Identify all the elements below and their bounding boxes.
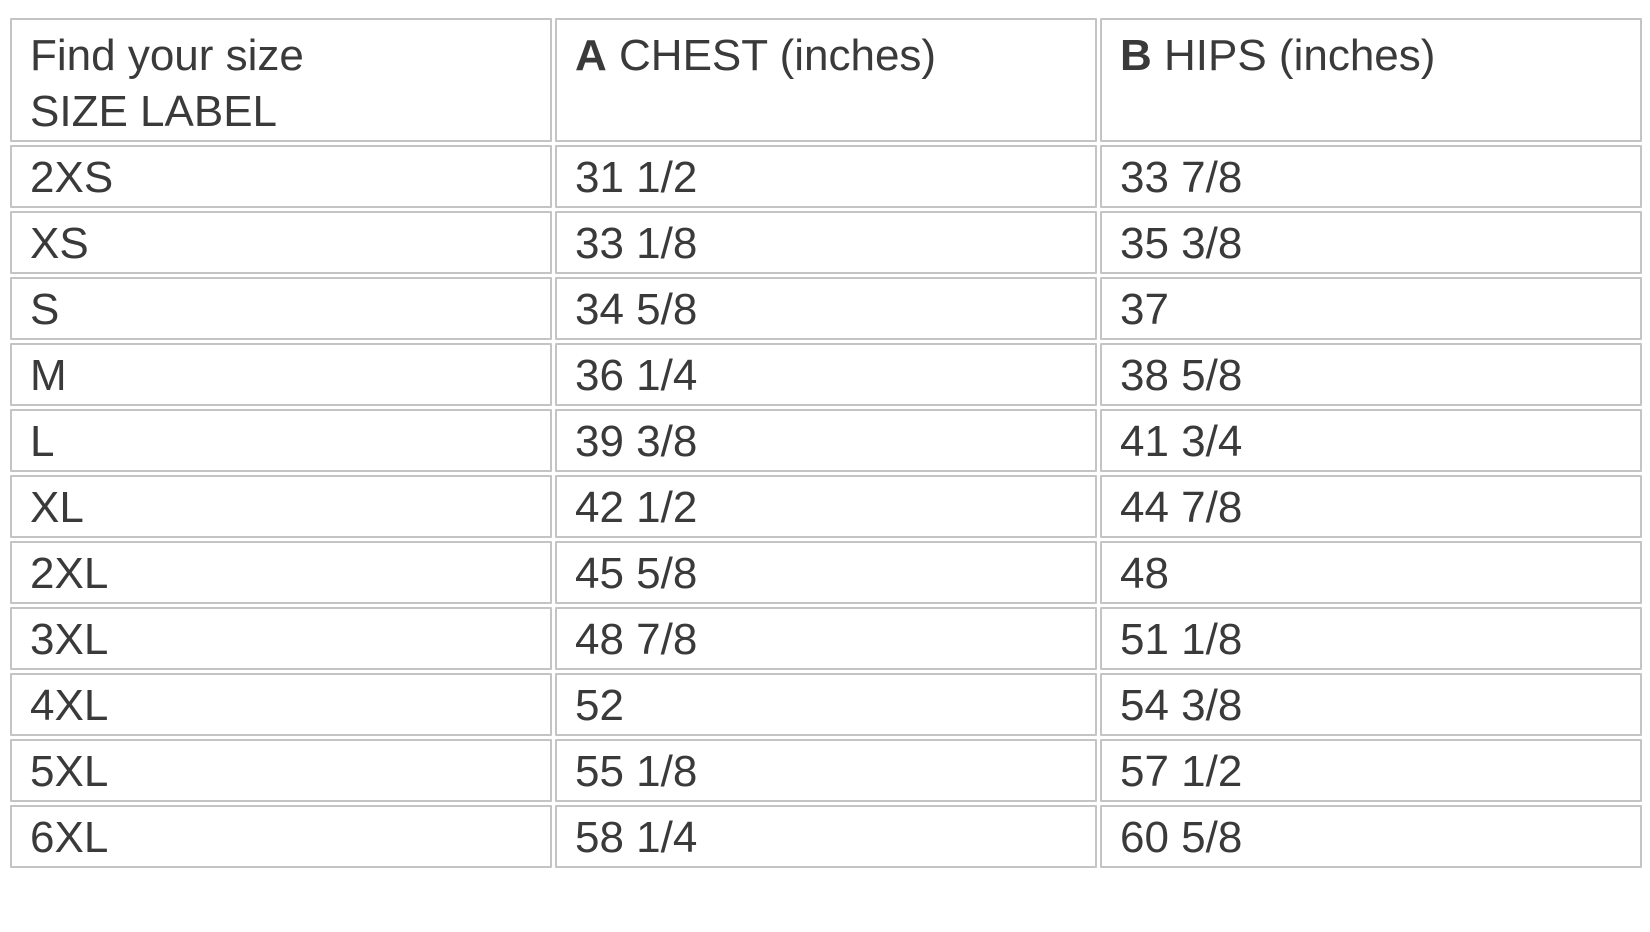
table-row: S 34 5/8 37	[10, 277, 1642, 340]
size-cell: 2XL	[10, 541, 552, 604]
size-chart: Find your size SIZE LABEL A CHEST (inche…	[10, 18, 1642, 868]
hips-cell: 48	[1100, 541, 1642, 604]
table-row: 2XS 31 1/2 33 7/8	[10, 145, 1642, 208]
table-row: M 36 1/4 38 5/8	[10, 343, 1642, 406]
header-row: Find your size SIZE LABEL A CHEST (inche…	[10, 18, 1642, 142]
table-row: 3XL 48 7/8 51 1/8	[10, 607, 1642, 670]
header-chest-label: CHEST (inches)	[619, 31, 937, 80]
chest-cell: 33 1/8	[555, 211, 1097, 274]
size-cell: M	[10, 343, 552, 406]
chest-cell: 52	[555, 673, 1097, 736]
header-size-title: Find your size	[30, 31, 304, 80]
table-row: XS 33 1/8 35 3/8	[10, 211, 1642, 274]
chest-cell: 42 1/2	[555, 475, 1097, 538]
chest-cell: 58 1/4	[555, 805, 1097, 868]
chest-cell: 45 5/8	[555, 541, 1097, 604]
chest-cell: 36 1/4	[555, 343, 1097, 406]
hips-cell: 38 5/8	[1100, 343, 1642, 406]
size-chart-body: 2XS 31 1/2 33 7/8 XS 33 1/8 35 3/8 S 34 …	[10, 145, 1642, 868]
header-hips: B HIPS (inches)	[1100, 18, 1642, 142]
hips-cell: 33 7/8	[1100, 145, 1642, 208]
size-cell: 4XL	[10, 673, 552, 736]
size-cell: 3XL	[10, 607, 552, 670]
table-row: L 39 3/8 41 3/4	[10, 409, 1642, 472]
size-cell: XL	[10, 475, 552, 538]
size-cell: 2XS	[10, 145, 552, 208]
size-chart-header: Find your size SIZE LABEL A CHEST (inche…	[10, 18, 1642, 142]
header-chest: A CHEST (inches)	[555, 18, 1097, 142]
chest-cell: 39 3/8	[555, 409, 1097, 472]
header-size-label: SIZE LABEL	[30, 87, 278, 136]
header-hips-label: HIPS (inches)	[1164, 31, 1436, 80]
chest-cell: 55 1/8	[555, 739, 1097, 802]
chest-cell: 48 7/8	[555, 607, 1097, 670]
hips-cell: 35 3/8	[1100, 211, 1642, 274]
hips-cell: 37	[1100, 277, 1642, 340]
table-row: 5XL 55 1/8 57 1/2	[10, 739, 1642, 802]
hips-cell: 54 3/8	[1100, 673, 1642, 736]
header-size: Find your size SIZE LABEL	[10, 18, 552, 142]
size-cell: L	[10, 409, 552, 472]
hips-cell: 44 7/8	[1100, 475, 1642, 538]
chest-cell: 34 5/8	[555, 277, 1097, 340]
table-row: XL 42 1/2 44 7/8	[10, 475, 1642, 538]
size-cell: 5XL	[10, 739, 552, 802]
size-cell: S	[10, 277, 552, 340]
size-cell: 6XL	[10, 805, 552, 868]
hips-cell: 41 3/4	[1100, 409, 1642, 472]
size-chart-table: Find your size SIZE LABEL A CHEST (inche…	[7, 15, 1645, 871]
hips-cell: 57 1/2	[1100, 739, 1642, 802]
hips-cell: 60 5/8	[1100, 805, 1642, 868]
hips-cell: 51 1/8	[1100, 607, 1642, 670]
header-hips-letter: B	[1120, 31, 1152, 80]
chest-cell: 31 1/2	[555, 145, 1097, 208]
table-row: 6XL 58 1/4 60 5/8	[10, 805, 1642, 868]
header-chest-letter: A	[575, 31, 607, 80]
table-row: 4XL 52 54 3/8	[10, 673, 1642, 736]
size-cell: XS	[10, 211, 552, 274]
table-row: 2XL 45 5/8 48	[10, 541, 1642, 604]
